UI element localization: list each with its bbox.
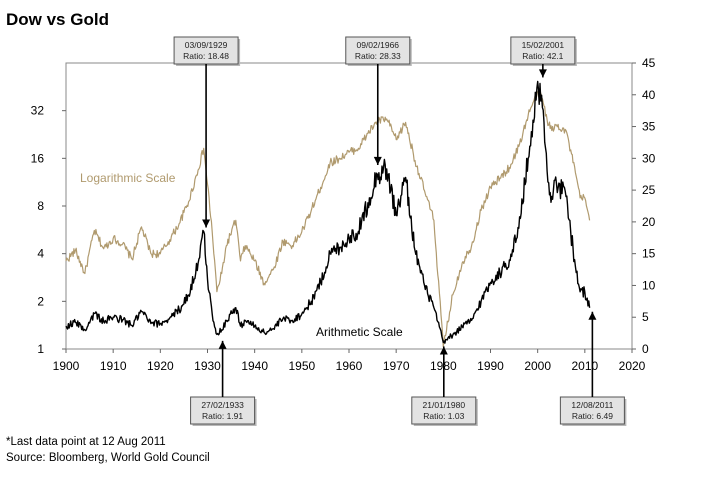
callout-arrowhead <box>538 69 547 78</box>
series-layer <box>65 80 591 348</box>
callout-arrowhead <box>218 340 227 349</box>
left-tick-label: 2 <box>37 294 44 308</box>
right-tick-label: 45 <box>642 56 656 70</box>
right-tick-label: 30 <box>642 151 656 165</box>
callout-arrowhead <box>588 311 597 320</box>
right-tick-label: 25 <box>642 183 656 197</box>
callout-ratio: Ratio: 1.03 <box>423 411 464 421</box>
x-tick-label: 1920 <box>147 359 174 373</box>
callout-box <box>510 36 576 65</box>
callout-date: 12/08/2011 <box>571 400 613 410</box>
series-labels: Logarithmic Scale Arithmetic Scale <box>80 171 403 339</box>
x-tick-label: 1960 <box>336 359 363 373</box>
left-tick-label: 1 <box>37 342 44 356</box>
footnote-last-point: *Last data point at 12 Aug 2011 <box>6 436 166 448</box>
arithmetic-scale-series-line <box>65 80 591 344</box>
x-axis: 1900191019201930194019501960197019801990… <box>53 349 646 373</box>
callout-ratio: Ratio: 18.48 <box>183 51 229 61</box>
callout-box <box>173 36 239 65</box>
x-tick-label: 1900 <box>53 359 80 373</box>
right-tick-label: 20 <box>642 215 656 229</box>
right-tick-label: 10 <box>642 278 656 292</box>
callout-box <box>190 396 256 425</box>
callout-arrowhead <box>439 346 448 355</box>
right-tick-label: 40 <box>642 88 656 102</box>
callout-ratio: Ratio: 6.49 <box>572 411 613 421</box>
left-axis: 1 2 4 8 16 32 <box>31 104 66 356</box>
callout-box <box>411 396 477 425</box>
callout-date: 15/02/2001 <box>522 40 565 50</box>
right-axis: 0 5 10 15 20 25 30 35 40 45 <box>632 56 656 356</box>
x-tick-label: 1940 <box>241 359 268 373</box>
callout-date: 21/01/1980 <box>423 400 466 410</box>
right-tick-label: 5 <box>642 310 649 324</box>
footnote-source: Source: Bloomberg, World Gold Council <box>6 452 210 464</box>
callout-ratio: Ratio: 28.33 <box>355 51 401 61</box>
left-tick-label: 16 <box>31 151 45 165</box>
plot-frame <box>65 62 633 350</box>
callout-arrowhead <box>373 156 382 165</box>
left-tick-label: 8 <box>37 199 44 213</box>
callout-box <box>559 396 625 425</box>
x-tick-label: 1910 <box>100 359 127 373</box>
x-tick-label: 1970 <box>383 359 410 373</box>
callout-arrowhead <box>202 219 211 228</box>
chart-title: Dow vs Gold <box>6 10 109 29</box>
callout-date: 03/09/1929 <box>185 40 228 50</box>
right-tick-label: 0 <box>642 342 649 356</box>
x-tick-label: 2010 <box>571 359 598 373</box>
callout-date: 27/02/1933 <box>201 400 244 410</box>
callout-ratio: Ratio: 1.91 <box>202 411 243 421</box>
log-scale-series-line <box>65 89 591 348</box>
log-scale-label: Logarithmic Scale <box>80 171 176 185</box>
right-tick-label: 15 <box>642 247 656 261</box>
callout-box <box>345 36 411 65</box>
left-tick-label: 32 <box>31 104 45 118</box>
callout-date: 09/02/1966 <box>356 40 399 50</box>
x-tick-label: 2020 <box>619 359 646 373</box>
x-tick-label: 1990 <box>477 359 504 373</box>
x-tick-label: 1930 <box>194 359 221 373</box>
x-tick-label: 1950 <box>288 359 315 373</box>
callout-ratio: Ratio: 42.1 <box>522 51 563 61</box>
x-tick-label: 2000 <box>524 359 551 373</box>
arithmetic-scale-label: Arithmetic Scale <box>316 325 403 339</box>
left-tick-label: 4 <box>37 247 44 261</box>
right-tick-label: 35 <box>642 120 656 134</box>
